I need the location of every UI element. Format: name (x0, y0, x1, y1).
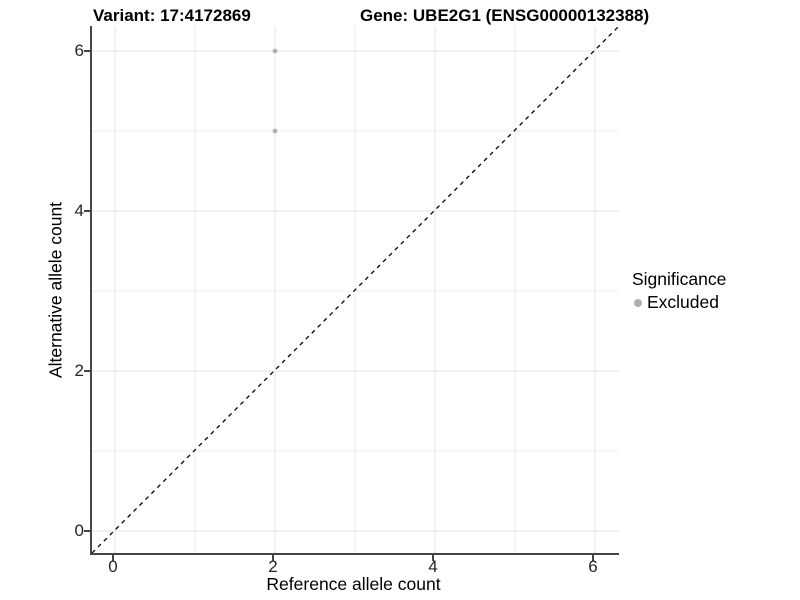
excluded-point-icon (634, 298, 642, 307)
y-tick-mark (84, 530, 90, 532)
data-point (272, 48, 278, 54)
legend-item-label: Excluded (647, 292, 719, 312)
y-tick-label: 0 (74, 521, 84, 540)
x-tick-mark (592, 555, 594, 561)
y-tick-mark (84, 210, 90, 212)
legend-item-excluded: Excluded (632, 292, 726, 313)
x-tick-mark (432, 555, 434, 561)
gene-title: Gene: UBE2G1 (ENSG00000132388) (360, 6, 650, 25)
legend: Significance Excluded (632, 269, 726, 313)
y-tick-mark (84, 50, 90, 52)
x-axis-title: Reference allele count (266, 574, 441, 594)
y-tick-label: 6 (74, 41, 84, 60)
y-tick-label: 4 (74, 201, 84, 220)
y-tick-label: 2 (74, 361, 84, 380)
variant-title: Variant: 17:4172869 (93, 6, 251, 25)
x-tick-mark (272, 555, 274, 561)
data-point (272, 128, 278, 134)
legend-title: Significance (632, 269, 727, 289)
y-axis-title: Alternative allele count (45, 201, 66, 379)
x-tick-label: 2 (268, 557, 278, 576)
x-tick-label: 4 (428, 557, 438, 576)
y-tick-mark (84, 370, 90, 372)
plot-panel (90, 26, 619, 555)
x-tick-label: 0 (108, 557, 118, 576)
plot-canvas (92, 26, 619, 553)
x-tick-mark (112, 555, 114, 561)
identity-dashed-line (92, 26, 619, 553)
x-tick-label: 6 (588, 557, 598, 576)
